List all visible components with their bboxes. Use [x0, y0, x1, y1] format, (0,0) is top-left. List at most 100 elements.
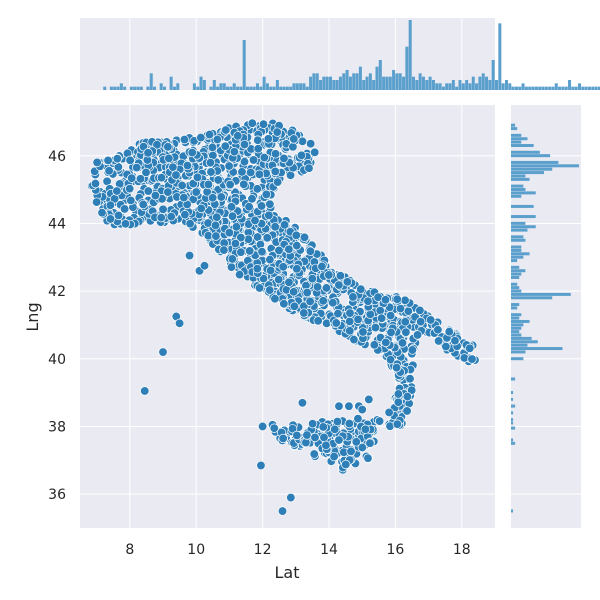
x-histogram-bar — [322, 76, 326, 90]
x-histogram-bar — [348, 76, 352, 90]
y-histogram-bar — [511, 133, 522, 137]
scatter-point — [127, 173, 137, 183]
y-histogram-bar — [511, 228, 528, 232]
x-histogram-bar — [116, 86, 120, 90]
y-histogram-bar — [511, 306, 518, 310]
x-histogram-bar — [378, 60, 382, 90]
y-histogram-bar — [511, 235, 524, 239]
x-histogram-bar — [518, 86, 522, 90]
scatter-point — [385, 310, 396, 321]
scatter-point — [287, 424, 298, 434]
scatter-point — [208, 193, 218, 203]
scatter-point — [259, 152, 269, 163]
scatter-point — [450, 336, 460, 346]
y-histogram-bar — [511, 404, 516, 408]
y-histogram-bar — [511, 347, 563, 351]
scatter-point — [120, 219, 131, 229]
x-histogram-bar — [441, 86, 445, 90]
y-histogram-bar — [511, 319, 530, 323]
scatter-point — [292, 240, 302, 251]
scatter-point — [393, 397, 403, 407]
y-histogram-bar — [511, 144, 534, 148]
x-histogram-bar — [355, 73, 359, 90]
x-histogram-bar — [342, 73, 346, 90]
scatter-point — [304, 163, 314, 173]
scatter-point — [344, 401, 354, 411]
scatter-point — [310, 147, 320, 157]
x-histogram-bar — [216, 86, 220, 90]
y-histogram-bar — [511, 160, 559, 164]
scatter-point — [125, 155, 135, 165]
scatter-point — [207, 142, 218, 153]
scatter-point — [374, 416, 385, 426]
scatter-point — [171, 170, 181, 180]
scatter-point — [291, 230, 301, 240]
x-histogram-bar — [584, 86, 588, 90]
scatter-point — [416, 317, 426, 327]
scatter-point — [318, 296, 328, 306]
scatter-point — [349, 334, 359, 345]
scatter-point — [185, 219, 195, 229]
scatter-point — [289, 287, 299, 297]
scatter-point — [351, 437, 361, 447]
x-axis-tick-labels: 8 10 12 14 16 18 — [125, 542, 470, 558]
scatter-point — [309, 449, 319, 459]
x-histogram-bar — [485, 76, 489, 90]
y-histogram-bar — [511, 350, 526, 354]
y-histogram-bar — [511, 194, 522, 198]
x-histogram-bar — [136, 86, 140, 90]
scatter-point — [252, 264, 262, 274]
scatter-point — [391, 363, 402, 373]
y-histogram-bar — [511, 275, 520, 279]
y-histogram-bar — [511, 286, 520, 290]
y-histogram-bar — [511, 177, 530, 181]
x-histogram-bar — [332, 80, 336, 90]
scatter-point — [91, 197, 102, 207]
scatter-point — [433, 325, 443, 335]
x-histogram-bar — [435, 83, 439, 90]
x-histogram-bar — [163, 86, 167, 90]
scatter-point — [212, 212, 222, 222]
scatter-point — [187, 147, 197, 158]
scatter-point — [253, 144, 263, 154]
x-histogram-bar — [153, 86, 157, 90]
scatter-point — [221, 125, 231, 135]
x-histogram-bar — [551, 86, 555, 90]
scatter-point — [212, 134, 222, 145]
scatter-point — [265, 254, 275, 265]
y-histogram-bar — [511, 426, 516, 430]
x-histogram-bar — [129, 86, 133, 90]
scatter-point — [164, 153, 174, 164]
x-histogram-bar — [421, 76, 425, 90]
scatter-point — [227, 254, 237, 264]
y-histogram-bar — [511, 333, 522, 337]
scatter-point — [261, 189, 271, 200]
scatter-point — [168, 162, 178, 172]
x-histogram-bar — [285, 86, 289, 90]
scatter-point — [279, 153, 289, 164]
scatter-point — [245, 246, 255, 256]
scatter-point — [402, 406, 412, 416]
scatter-point — [279, 220, 290, 230]
scatter-point — [140, 386, 150, 396]
x-histogram-bar — [495, 80, 499, 90]
y-histogram-bar — [511, 171, 544, 175]
x-histogram-bar — [531, 86, 535, 90]
scatter-point — [210, 220, 221, 231]
x-histogram-bar — [133, 86, 137, 90]
x-histogram-bar — [219, 83, 223, 90]
scatter-point — [180, 209, 190, 220]
x-histogram-bar — [385, 76, 389, 90]
x-histogram-bar — [594, 86, 598, 90]
scatter-point — [278, 433, 288, 444]
scatter-point — [177, 180, 187, 191]
y-histogram-bar — [511, 215, 536, 219]
y-histogram-bar — [511, 441, 516, 445]
scatter-point — [231, 222, 242, 232]
x-histogram-bar — [448, 83, 452, 90]
x-histogram-bar — [338, 76, 342, 90]
scatter-point — [105, 214, 116, 224]
scatter-point — [358, 327, 368, 337]
scatter-point — [206, 167, 216, 177]
x-histogram-bar — [418, 73, 422, 90]
